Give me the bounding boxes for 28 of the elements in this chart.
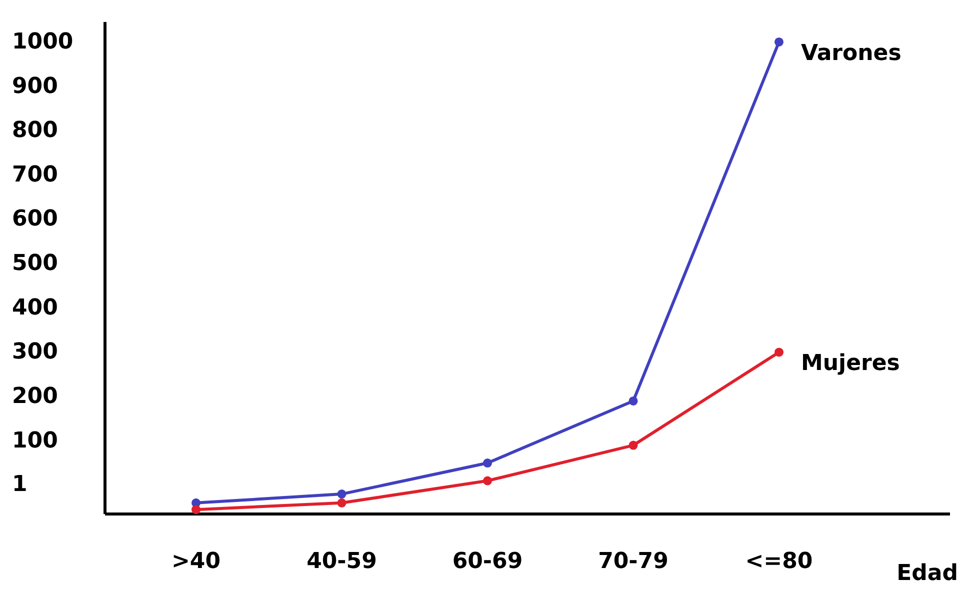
x-tick-label: 70-79 (598, 549, 668, 574)
y-tick-label: 800 (12, 118, 58, 144)
x-tick-label: 40-59 (306, 549, 377, 574)
point (774, 348, 784, 357)
series-label: Varones (801, 40, 902, 66)
x-axis-title: Edad (896, 561, 958, 586)
point (192, 505, 200, 514)
x-tick-label: 60-69 (452, 549, 523, 574)
x-tick-label: >40 (171, 549, 221, 574)
point (337, 490, 346, 499)
point (628, 396, 638, 406)
point (483, 458, 492, 468)
y-tick-label: 300 (12, 340, 58, 365)
point (483, 476, 492, 486)
x-tick-label: <=80 (745, 549, 813, 574)
y-tick-label: 1000 (12, 29, 74, 54)
y-tick-label: 400 (12, 295, 58, 320)
y-tick-label: 100 (12, 428, 58, 454)
y-tick-label: 900 (12, 74, 58, 99)
point (628, 440, 638, 450)
point (774, 37, 784, 46)
y-tick-label: 600 (12, 206, 58, 232)
y-tick-label: 1 (12, 472, 28, 498)
y-tick-label: 200 (12, 384, 58, 410)
y-tick-label: 700 (12, 162, 58, 188)
point (337, 498, 346, 508)
y-tick-label: 500 (12, 251, 58, 276)
series-label: Mujeres (801, 351, 900, 376)
